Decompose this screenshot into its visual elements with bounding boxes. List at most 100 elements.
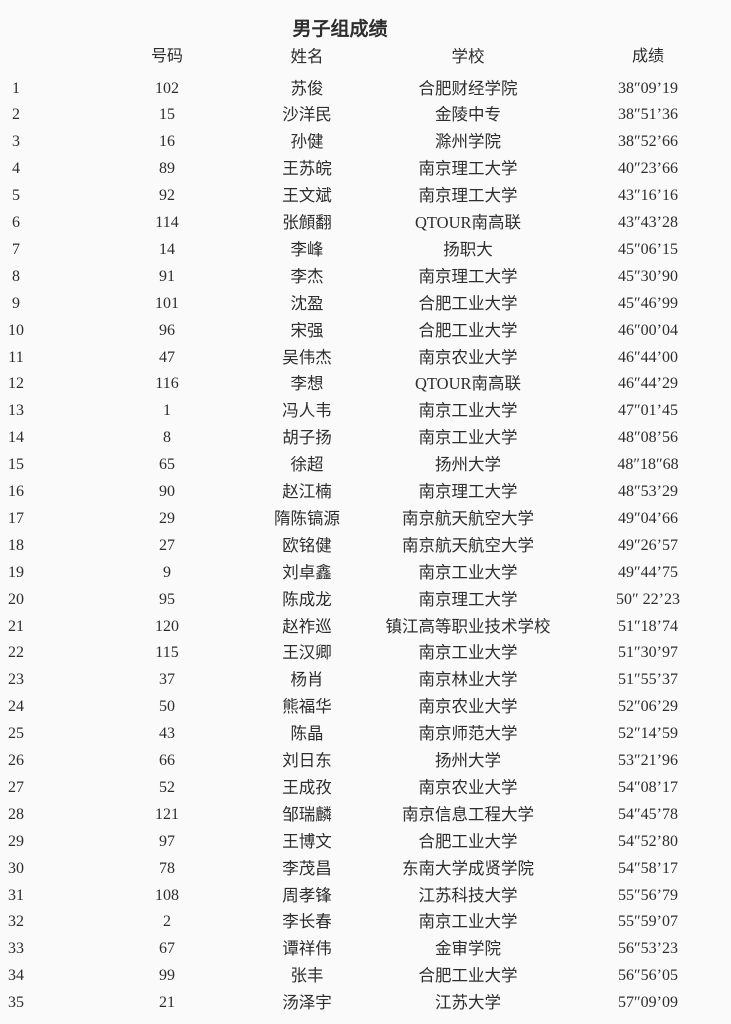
table-row: 14 8 胡子扬 南京工业大学 48″08’56 [0,424,731,451]
name-cell: 李峰 [290,239,324,259]
name-cell: 邹瑞麟 [282,804,332,824]
school-cell: 南京理工大学 [418,186,518,206]
table-row: 5 92 王文斌 南京理工大学 43″16’16 [0,182,731,209]
table-row: 17 29 隋陈镐源 南京航天航空大学 49″04’66 [0,505,731,532]
number-cell: 99 [159,967,175,985]
school-cell: QTOUR南高联 [414,213,522,232]
school-cell: 滁州学院 [435,132,501,152]
score-cell: 53″21’96 [618,752,678,769]
school-cell: 南京农业大学 [418,777,518,797]
rank-cell: 15 [8,456,24,474]
rank-cell: 20 [8,590,24,608]
table-row: 32 2 李长春 南京工业大学 55″59’07 [0,908,731,935]
rank-cell: 35 [8,994,24,1012]
name-cell: 苏俊 [290,78,324,98]
score-cell: 49″26’57 [618,536,678,554]
number-cell: 47 [159,348,175,366]
name-cell: 沙洋民 [282,105,332,125]
number-cell: 8 [163,429,171,447]
number-cell: 91 [159,267,175,285]
name-cell: 李长春 [282,912,332,932]
table-row: 4 89 王苏皖 南京理工大学 40″23’66 [0,155,731,182]
table-row: 25 43 陈晶 南京师范大学 52″14’59 [0,720,731,747]
school-cell: 南京信息工程大学 [402,804,534,824]
rank-cell: 12 [8,375,24,393]
table-row: 27 52 王成孜 南京农业大学 54″08’17 [0,774,731,801]
number-cell: 108 [155,886,179,904]
score-cell: 56″56’05 [618,967,678,985]
name-cell: 李想 [290,374,324,394]
number-cell: 16 [159,133,175,151]
name-cell: 王苏皖 [282,159,332,179]
school-cell: 扬职大 [443,239,493,259]
score-cell: 54″52’80 [618,832,678,850]
table-row: 3 16 孙健 滁州学院 38″52’66 [0,128,731,155]
school-cell: 南京工业大学 [418,401,518,421]
rank-cell: 4 [12,160,20,178]
table-row: 10 96 宋强 合肥工业大学 46″00’04 [0,317,731,344]
school-cell: 南京航天航空大学 [402,508,534,528]
rank-cell: 22 [8,644,24,662]
name-cell: 李杰 [290,266,324,286]
rank-cell: 24 [8,698,24,716]
table-row: 7 14 李峰 扬职大 45″06’15 [0,236,731,263]
school-cell: 南京工业大学 [418,643,518,663]
number-cell: 120 [155,617,179,635]
column-header-name: 姓名 [290,47,324,66]
name-cell: 赵祚巡 [282,616,332,636]
rank-cell: 28 [8,805,24,823]
number-cell: 97 [159,832,175,850]
page-title: 男子组成绩 [292,19,388,40]
number-cell: 29 [159,509,175,527]
table-row: 31 108 周孝锋 江苏科技大学 55″56’79 [0,882,731,909]
school-cell: 合肥工业大学 [418,831,518,851]
rank-cell: 1 [12,79,20,97]
school-cell: 金陵中专 [435,105,501,125]
name-cell: 胡子扬 [282,428,332,448]
school-cell: 南京理工大学 [418,589,518,609]
score-cell: 45″06’15 [618,240,678,258]
score-cell: 46″00’04 [618,321,678,339]
school-cell: 扬州大学 [435,751,501,770]
number-cell: 50 [159,698,175,716]
rank-cell: 21 [8,617,24,635]
score-cell: 51″55’37 [618,671,678,689]
score-cell: 43″43’28 [618,214,678,231]
score-cell: 45″30’90 [618,267,678,285]
school-cell: 南京航天航空大学 [402,535,534,555]
school-cell: 南京师范大学 [418,724,518,744]
rank-cell: 13 [8,402,24,420]
school-cell: 南京工业大学 [418,428,518,448]
school-cell: 南京理工大学 [418,266,518,286]
rank-cell: 5 [12,187,20,205]
name-cell: 王成孜 [282,777,332,797]
number-cell: 65 [159,456,175,474]
number-cell: 21 [159,994,175,1012]
rank-cell: 3 [12,133,20,151]
name-cell: 张丰 [290,966,324,986]
score-cell: 43″16’16 [618,187,678,205]
number-cell: 15 [159,106,175,124]
rank-cell: 17 [8,509,24,527]
rank-cell: 11 [8,348,24,366]
column-header-school: 学校 [451,47,485,66]
number-cell: 52 [159,778,175,796]
table-row: 18 27 欧铭健 南京航天航空大学 49″26’57 [0,532,731,559]
table-row: 34 99 张丰 合肥工业大学 56″56’05 [0,962,731,989]
score-cell: 49″04’66 [618,509,678,527]
score-cell: 57″09’09 [618,994,678,1012]
number-cell: 95 [159,590,175,608]
rank-cell: 30 [8,859,24,877]
rank-cell: 2 [12,106,20,124]
column-header-number: 号码 [150,48,183,65]
number-cell: 14 [159,240,175,258]
table-row: 8 91 李杰 南京理工大学 45″30’90 [0,263,731,290]
score-cell: 48″08’56 [618,429,678,447]
number-cell: 66 [159,752,175,769]
table-row: 24 50 熊福华 南京农业大学 52″06’29 [0,693,731,720]
score-cell: 38″52’66 [618,133,678,151]
number-cell: 67 [159,940,175,958]
school-cell: 江苏大学 [435,993,501,1013]
school-cell: 南京农业大学 [418,347,518,367]
table-row: 33 67 谭祥伟 金审学院 56″53’23 [0,935,731,962]
